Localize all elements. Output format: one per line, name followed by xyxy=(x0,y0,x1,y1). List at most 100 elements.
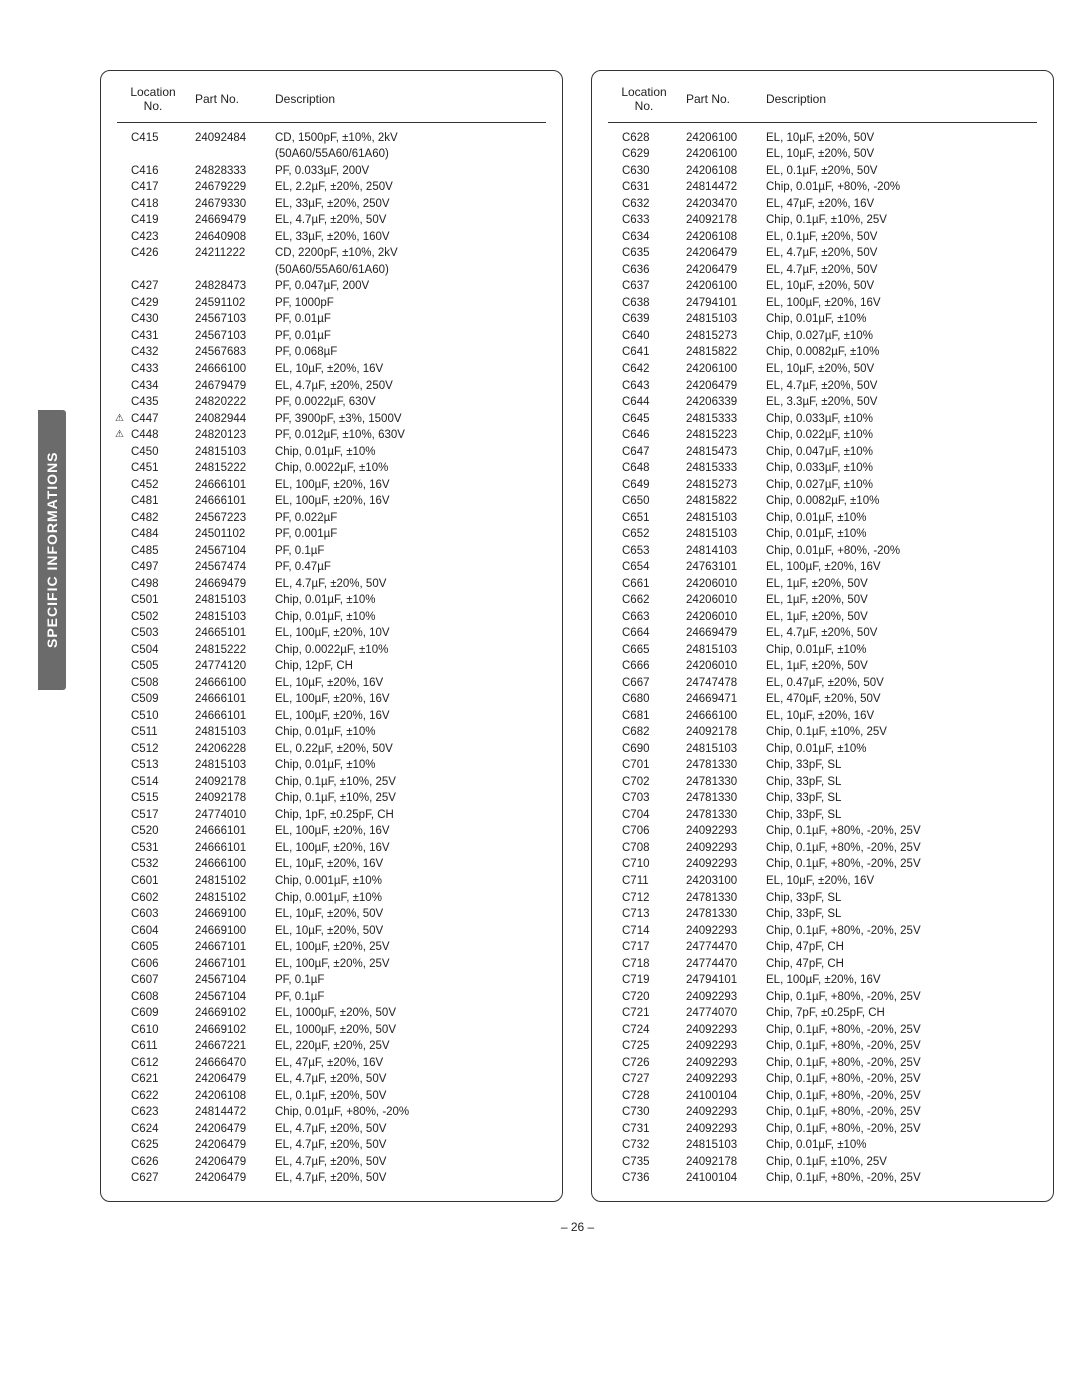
table-row: C66424669479EL, 4.7µF, ±20%, 50V xyxy=(608,626,1037,643)
cell-partno: 24814103 xyxy=(680,543,760,560)
cell-partno: 24666470 xyxy=(189,1055,269,1072)
cell-location: C416 xyxy=(117,163,189,180)
table-row: C45024815103Chip, 0.01µF, ±10% xyxy=(117,444,546,461)
cell-location: C609 xyxy=(117,1006,189,1023)
cell-description: Chip, 33pF, SL xyxy=(760,807,1037,824)
cell-description: Chip, 0.01µF, ±10% xyxy=(269,444,546,461)
cell-description: PF, 0.1µF xyxy=(269,989,546,1006)
cell-location: C608 xyxy=(117,989,189,1006)
cell-description: Chip, 0.01µF, +80%, -20% xyxy=(760,180,1037,197)
cell-description: CD, 1500pF, ±10%, 2kV xyxy=(269,130,546,147)
cell-location: C736 xyxy=(608,1171,680,1188)
cell-description: (50A60/55A60/61A60) xyxy=(269,147,546,164)
table-row: C60124815102Chip, 0.001µF, ±10% xyxy=(117,873,546,890)
cell-description: Chip, 0.0082µF, ±10% xyxy=(760,345,1037,362)
cell-description: PF, 0.001µF xyxy=(269,527,546,544)
cell-partno: 24679330 xyxy=(189,196,269,213)
table-row: C64324206479EL, 4.7µF, ±20%, 50V xyxy=(608,378,1037,395)
table-row: C62724206479EL, 4.7µF, ±20%, 50V xyxy=(117,1171,546,1188)
cell-partno: 24815103 xyxy=(680,642,760,659)
table-row: C65124815103Chip, 0.01µF, ±10% xyxy=(608,510,1037,527)
table-row: C43424679479EL, 4.7µF, ±20%, 250V xyxy=(117,378,546,395)
cell-location: C708 xyxy=(608,840,680,857)
table-row: C63024206108EL, 0.1µF, ±20%, 50V xyxy=(608,163,1037,180)
cell-description: PF, 0.033µF, 200V xyxy=(269,163,546,180)
cell-partno: 24781330 xyxy=(680,758,760,775)
cell-description: EL, 1000µF, ±20%, 50V xyxy=(269,1022,546,1039)
cell-description: PF, 0.47µF xyxy=(269,560,546,577)
cell-partno: 24092293 xyxy=(680,1121,760,1138)
cell-description: Chip, 0.1µF, +80%, -20%, 25V xyxy=(760,1121,1037,1138)
cell-partno: 24669471 xyxy=(680,692,760,709)
cell-partno: 24206100 xyxy=(680,130,760,147)
cell-partno: 24666100 xyxy=(189,362,269,379)
cell-location: C601 xyxy=(117,873,189,890)
table-row: C63724206100EL, 10µF, ±20%, 50V xyxy=(608,279,1037,296)
cell-description: EL, 4.7µF, ±20%, 50V xyxy=(760,378,1037,395)
table-row: C50524774120Chip, 12pF, CH xyxy=(117,659,546,676)
cell-description: EL, 10µF, ±20%, 16V xyxy=(269,857,546,874)
table-row: (50A60/55A60/61A60) xyxy=(117,262,546,279)
cell-partno: 24206479 xyxy=(189,1072,269,1089)
cell-partno: 24567103 xyxy=(189,328,269,345)
table-row: C60224815102Chip, 0.001µF, ±10% xyxy=(117,890,546,907)
table-row: C70624092293Chip, 0.1µF, +80%, -20%, 25V xyxy=(608,824,1037,841)
table-row: C63924815103Chip, 0.01µF, ±10% xyxy=(608,312,1037,329)
cell-location: C430 xyxy=(117,312,189,329)
table-row: C72424092293Chip, 0.1µF, +80%, -20%, 25V xyxy=(608,1022,1037,1039)
cell-partno: 24082944 xyxy=(189,411,269,428)
table-row: C60824567104PF, 0.1µF xyxy=(117,989,546,1006)
table-row: C42624211222CD, 2200pF, ±10%, 2kV xyxy=(117,246,546,263)
cell-location: C610 xyxy=(117,1022,189,1039)
cell-location: C633 xyxy=(608,213,680,230)
cell-partno: 24206479 xyxy=(189,1171,269,1188)
cell-location: C484 xyxy=(117,527,189,544)
cell-partno: 24815103 xyxy=(189,593,269,610)
cell-location: C704 xyxy=(608,807,680,824)
cell-partno: 24092178 xyxy=(189,791,269,808)
cell-location: C666 xyxy=(608,659,680,676)
table-row: C68124666100EL, 10µF, ±20%, 16V xyxy=(608,708,1037,725)
cell-partno: 24206479 xyxy=(680,262,760,279)
cell-partno: 24206108 xyxy=(680,163,760,180)
cell-location: C720 xyxy=(608,989,680,1006)
cell-description: Chip, 0.01µF, ±10% xyxy=(760,527,1037,544)
cell-location: C450 xyxy=(117,444,189,461)
table-row: C43124567103PF, 0.01µF xyxy=(117,328,546,345)
table-row: C48424501102PF, 0.001µF xyxy=(117,527,546,544)
cell-partno: 24206228 xyxy=(189,741,269,758)
cell-description: Chip, 0.1µF, ±10%, 25V xyxy=(269,791,546,808)
cell-partno: 24206479 xyxy=(189,1121,269,1138)
table-row: C43324666100EL, 10µF, ±20%, 16V xyxy=(117,362,546,379)
table-row: C65324814103Chip, 0.01µF, +80%, -20% xyxy=(608,543,1037,560)
cell-location: C710 xyxy=(608,857,680,874)
cell-partno: 24669479 xyxy=(680,626,760,643)
cell-location: C531 xyxy=(117,840,189,857)
cell-description: Chip, 0.1µF, ±10%, 25V xyxy=(760,213,1037,230)
cell-partno: 24100104 xyxy=(680,1088,760,1105)
cell-location: C654 xyxy=(608,560,680,577)
cell-location: C649 xyxy=(608,477,680,494)
cell-location: C606 xyxy=(117,956,189,973)
cell-description: EL, 4.7µF, ±20%, 250V xyxy=(269,378,546,395)
table-row: C71424092293Chip, 0.1µF, +80%, -20%, 25V xyxy=(608,923,1037,940)
cell-location: C712 xyxy=(608,890,680,907)
table-row: C51324815103Chip, 0.01µF, ±10% xyxy=(117,758,546,775)
cell-partno: 24092178 xyxy=(680,213,760,230)
cell-location: C724 xyxy=(608,1022,680,1039)
cell-partno: 24815102 xyxy=(189,873,269,890)
cell-location: C725 xyxy=(608,1039,680,1056)
table-row: C60524667101EL, 100µF, ±20%, 25V xyxy=(117,940,546,957)
cell-location: C644 xyxy=(608,395,680,412)
table-row: C73524092178Chip, 0.1µF, ±10%, 25V xyxy=(608,1154,1037,1171)
cell-location: C515 xyxy=(117,791,189,808)
table-header-row: LocationNo. Part No. Description xyxy=(608,81,1037,122)
cell-description: EL, 10µF, ±20%, 16V xyxy=(760,873,1037,890)
header-partno: Part No. xyxy=(680,81,760,122)
cell-partno: 24815103 xyxy=(189,444,269,461)
cell-partno: 24206339 xyxy=(680,395,760,412)
parts-table-left: LocationNo. Part No. Description C415240… xyxy=(100,70,563,1202)
cell-partno: 24815223 xyxy=(680,428,760,445)
cell-partno: 24669100 xyxy=(189,907,269,924)
cell-partno: 24206010 xyxy=(680,609,760,626)
